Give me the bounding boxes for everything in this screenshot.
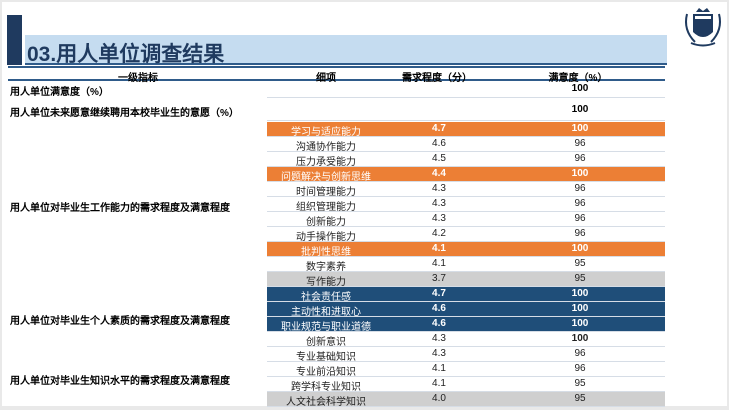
header-satisfaction: 满意度（%） [548, 73, 608, 84]
satisfaction-value: 96 [574, 153, 586, 164]
item-name: 职业规范与职业道德 [281, 322, 371, 333]
demand-score: 4.6 [432, 318, 446, 329]
page-title: 03.用人单位调查结果 [27, 43, 225, 66]
item-name: 专业基础知识 [296, 352, 356, 363]
table-row: 写作能力 3.7 95 [267, 272, 665, 288]
demand-score: 4.6 [432, 303, 446, 314]
table-row: 学习与适应能力 4.7 100 [267, 122, 665, 138]
table-row: 批判性思维 4.1 100 [267, 242, 665, 258]
satisfaction-value: 100 [571, 288, 589, 299]
satisfaction-value: 100 [571, 303, 589, 314]
satisfaction-value: 96 [574, 138, 586, 149]
demand-score: 4.6 [432, 138, 446, 149]
divider [267, 97, 665, 98]
title-bar: 03.用人单位调查结果 [25, 35, 667, 66]
table-row: 时间管理能力 4.3 96 [267, 182, 665, 198]
group-label: 用人单位对毕业生知识水平的需求程度及满意程度 [10, 376, 230, 387]
satisfaction-value: 95 [574, 378, 586, 389]
satisfaction-value: 95 [574, 273, 586, 284]
demand-score: 4.3 [432, 198, 446, 209]
demand-score: 4.3 [432, 348, 446, 359]
item-name: 创新意识 [306, 337, 346, 348]
item-name: 沟通协作能力 [296, 142, 356, 153]
item-name: 问题解决与创新思维 [281, 172, 371, 183]
table-row: 压力承受能力 4.5 96 [267, 152, 665, 168]
item-name: 跨学科专业知识 [291, 382, 361, 393]
satisfaction-value: 96 [574, 198, 586, 209]
group-label: 用人单位对毕业生个人素质的需求程度及满意程度 [10, 316, 230, 327]
satisfaction-value: 96 [574, 348, 586, 359]
satisfaction-value: 100 [571, 168, 589, 179]
item-name: 人文社会科学知识 [286, 397, 366, 408]
demand-score: 4.7 [432, 123, 446, 134]
item-name: 创新能力 [306, 217, 346, 228]
header-demand: 需求程度（分） [402, 73, 472, 84]
demand-score: 4.2 [432, 228, 446, 239]
satisfaction-value: 100 [571, 333, 589, 344]
table-row: 问题解决与创新思维 4.4 100 [267, 167, 665, 183]
divider [267, 120, 665, 121]
satisfaction-value: 100 [571, 318, 589, 329]
item-name: 主动性和进取心 [291, 307, 361, 318]
satisfaction-value: 96 [574, 183, 586, 194]
title-accent-bar [7, 15, 22, 65]
demand-score: 4.3 [432, 333, 446, 344]
table-row: 动手操作能力 4.2 96 [267, 227, 665, 243]
table-row: 社会责任感 4.7 100 [267, 287, 665, 303]
demand-score: 4.0 [432, 393, 446, 404]
satisfaction-value: 95 [574, 258, 586, 269]
item-name: 组织管理能力 [296, 202, 356, 213]
item-name: 压力承受能力 [296, 157, 356, 168]
summary-value: 100 [571, 83, 589, 94]
table-row: 数字素养 4.1 95 [267, 257, 665, 273]
demand-score: 4.4 [432, 168, 446, 179]
demand-score: 3.7 [432, 273, 446, 284]
demand-score: 4.1 [432, 258, 446, 269]
satisfaction-value: 95 [574, 393, 586, 404]
demand-score: 4.7 [432, 288, 446, 299]
satisfaction-value: 100 [571, 123, 589, 134]
item-name: 社会责任感 [301, 292, 351, 303]
table-row: 创新意识 4.3 100 [267, 332, 665, 348]
demand-score: 4.1 [432, 378, 446, 389]
table-row: 沟通协作能力 4.6 96 [267, 137, 665, 153]
item-name: 数字素养 [306, 262, 346, 273]
table-row: 主动性和进取心 4.6 100 [267, 302, 665, 318]
table-row: 专业基础知识 4.3 96 [267, 347, 665, 363]
table-row: 创新能力 4.3 96 [267, 212, 665, 228]
item-name: 批判性思维 [301, 247, 351, 258]
table-header: 一级指标 细项 需求程度（分） 满意度（%） [8, 66, 665, 84]
item-name: 学习与适应能力 [291, 127, 361, 138]
item-name: 动手操作能力 [296, 232, 356, 243]
satisfaction-value: 96 [574, 228, 586, 239]
summary-label: 用人单位未来愿意继续聘用本校毕业生的意愿（%） [10, 108, 239, 119]
item-name: 时间管理能力 [296, 187, 356, 198]
satisfaction-value: 100 [571, 243, 589, 254]
university-crest-icon [685, 8, 721, 47]
table-row: 职业规范与职业道德 4.6 100 [267, 317, 665, 333]
demand-score: 4.3 [432, 183, 446, 194]
item-name: 写作能力 [306, 277, 346, 288]
summary-label: 用人单位满意度（%） [10, 87, 109, 98]
demand-score: 4.1 [432, 363, 446, 374]
table-row: 跨学科专业知识 4.1 95 [267, 377, 665, 393]
table-row: 专业前沿知识 4.1 96 [267, 362, 665, 378]
table-row: 人文社会科学知识 4.0 95 [267, 392, 665, 408]
demand-score: 4.3 [432, 213, 446, 224]
demand-score: 4.5 [432, 153, 446, 164]
summary-value: 100 [571, 104, 589, 115]
satisfaction-value: 96 [574, 363, 586, 374]
demand-score: 4.1 [432, 243, 446, 254]
satisfaction-value: 96 [574, 213, 586, 224]
item-name: 专业前沿知识 [296, 367, 356, 378]
header-item: 细项 [316, 73, 336, 84]
header-indicator: 一级指标 [118, 73, 158, 84]
table-row: 组织管理能力 4.3 96 [267, 197, 665, 213]
group-label: 用人单位对毕业生工作能力的需求程度及满意程度 [10, 203, 230, 214]
